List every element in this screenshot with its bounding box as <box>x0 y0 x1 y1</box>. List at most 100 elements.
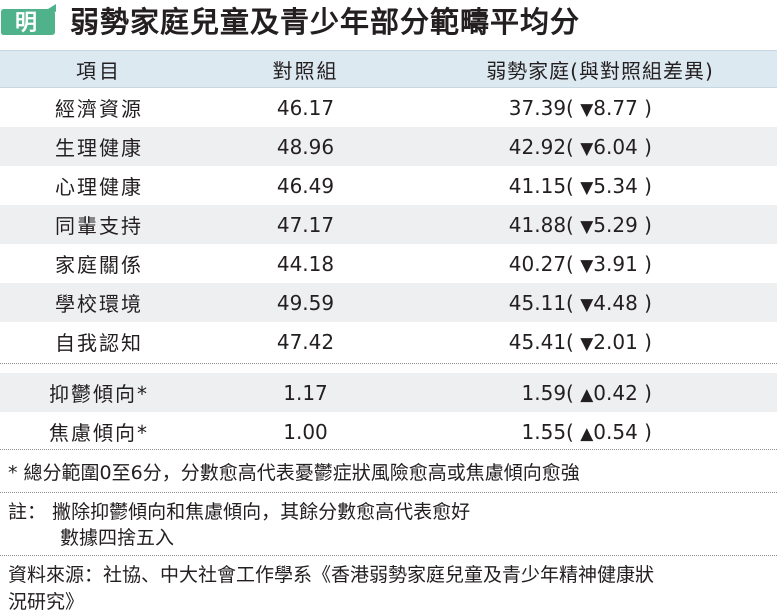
difference-value: 2.01 <box>593 329 638 354</box>
paren-close: ) <box>637 173 652 198</box>
table-divider <box>0 363 777 373</box>
difference-value: 5.29 <box>593 212 638 237</box>
note-block: 註： 撇除抑鬱傾向和焦慮傾向，其餘分數愈高代表愈好 數據四捨五入 <box>0 493 777 555</box>
score-table: 項目 對照組 弱勢家庭(與對照組差異) 經濟資源 46.17 37.39( ▼8.7… <box>0 50 777 451</box>
paren-close: ) <box>637 419 652 444</box>
down-triangle-icon: ▼ <box>580 294 594 315</box>
header: 明 弱勢家庭兒童及青少年部分範疇平均分 <box>0 0 777 48</box>
source-line-2: 況研究》 <box>8 591 85 612</box>
paren-open: ( <box>566 173 581 198</box>
divider <box>0 555 777 556</box>
disadvantaged-cell: 42.92( ▼6.04 ) <box>413 135 777 159</box>
note-line-2: 數據四捨五入 <box>60 527 175 549</box>
disadvantaged-value: 41.88 <box>508 212 567 237</box>
disadvantaged-cell: 45.41( ▼2.01 ) <box>413 330 777 354</box>
paren-close: ) <box>637 95 652 120</box>
difference-value: 4.48 <box>593 290 638 315</box>
paren-open: ( <box>566 329 581 354</box>
control-value: 47.42 <box>276 329 335 354</box>
up-triangle-icon: ▲ <box>580 423 594 444</box>
table-row: 家庭關係 44.18 40.27( ▼3.91 ) <box>0 244 777 283</box>
paren-open: ( <box>566 380 581 405</box>
table-body: 經濟資源 46.17 37.39( ▼8.77 ) 生理健康 48.96 42.92( ▼… <box>0 88 777 361</box>
disadvantaged-cell: 1.59( ▲0.42 ) <box>413 381 777 405</box>
table-row: 抑鬱傾向* 1.17 1.59( ▲0.42 ) <box>0 373 777 412</box>
table-row: 自我認知 47.42 45.41( ▼2.01 ) <box>0 322 777 361</box>
difference-value: 8.77 <box>593 95 638 120</box>
paren-open: ( <box>566 251 581 276</box>
disadvantaged-value: 1.55 <box>521 419 567 444</box>
column-header-item: 項目 <box>76 58 122 83</box>
disadvantaged-cell: 41.88( ▼5.29 ) <box>413 213 777 237</box>
column-header-disadvantaged: 弱勢家庭(與對照組差異) <box>486 58 714 83</box>
difference-value: 0.54 <box>593 419 638 444</box>
item-label: 家庭關係 <box>55 253 143 277</box>
item-label: 同輩支持 <box>55 214 143 238</box>
table-row: 生理健康 48.96 42.92( ▼6.04 ) <box>0 127 777 166</box>
source-block: 資料來源：社協、中大社會工作學系《香港弱勢家庭兒童及青少年精神健康狀 況研究》 <box>0 556 777 612</box>
difference-value: 5.34 <box>593 173 638 198</box>
disadvantaged-value: 45.41 <box>508 329 567 354</box>
divider <box>0 492 777 493</box>
paren-close: ) <box>637 290 652 315</box>
paren-open: ( <box>566 419 581 444</box>
table-row: 焦慮傾向* 1.00 1.55( ▲0.54 ) <box>0 412 777 451</box>
difference-value: 0.42 <box>593 380 638 405</box>
disadvantaged-cell: 1.55( ▲0.54 ) <box>413 420 777 444</box>
disadvantaged-cell: 37.39( ▼8.77 ) <box>413 96 777 120</box>
difference-value: 3.91 <box>593 251 638 276</box>
disadvantaged-cell: 41.15( ▼5.34 ) <box>413 174 777 198</box>
control-value: 1.17 <box>283 380 328 405</box>
svg-text:明: 明 <box>15 10 37 36</box>
page-title: 弱勢家庭兒童及青少年部分範疇平均分 <box>70 5 581 39</box>
paren-open: ( <box>566 134 581 159</box>
down-triangle-icon: ▼ <box>580 177 594 198</box>
item-label: 焦慮傾向* <box>49 421 149 445</box>
table-body-extra: 抑鬱傾向* 1.17 1.59( ▲0.42 ) 焦慮傾向* 1.00 1.55( ▲0.… <box>0 373 777 451</box>
disadvantaged-value: 37.39 <box>508 95 567 120</box>
difference-value: 6.04 <box>593 134 638 159</box>
footnotes: * 總分範圍0至6分，分數愈高代表憂鬱症狀風險愈高或焦慮傾向愈強 註： 撇除抑鬱… <box>0 449 777 612</box>
disadvantaged-value: 40.27 <box>508 251 567 276</box>
paren-open: ( <box>566 212 581 237</box>
down-triangle-icon: ▼ <box>580 255 594 276</box>
table-row: 學校環境 49.59 45.11( ▼4.48 ) <box>0 283 777 322</box>
table-row: 心理健康 46.49 41.15( ▼5.34 ) <box>0 166 777 205</box>
paren-close: ) <box>637 251 652 276</box>
paren-close: ) <box>637 212 652 237</box>
item-label: 經濟資源 <box>55 97 143 121</box>
divider <box>0 449 777 450</box>
control-value: 49.59 <box>276 290 335 315</box>
control-value: 47.17 <box>276 212 335 237</box>
scale-note: * 總分範圍0至6分，分數愈高代表憂鬱症狀風險愈高或焦慮傾向愈強 <box>8 462 580 484</box>
column-header-control: 對照組 <box>272 58 339 83</box>
note-label: 註： <box>8 501 47 523</box>
paren-open: ( <box>566 290 581 315</box>
item-label: 心理健康 <box>55 175 143 199</box>
table-header-row: 項目 對照組 弱勢家庭(與對照組差異) <box>0 50 777 88</box>
disadvantaged-value: 41.15 <box>508 173 567 198</box>
disadvantaged-value: 45.11 <box>508 290 567 315</box>
item-label: 抑鬱傾向* <box>49 382 149 406</box>
control-value: 46.17 <box>276 95 335 120</box>
disadvantaged-cell: 40.27( ▼3.91 ) <box>413 252 777 276</box>
newspaper-logo-icon: 明 <box>1 4 56 36</box>
paren-open: ( <box>566 95 581 120</box>
down-triangle-icon: ▼ <box>580 99 594 120</box>
up-triangle-icon: ▲ <box>580 384 594 405</box>
control-value: 44.18 <box>276 251 335 276</box>
table-row: 經濟資源 46.17 37.39( ▼8.77 ) <box>0 88 777 127</box>
item-label: 自我認知 <box>55 331 143 355</box>
paren-close: ) <box>637 134 652 159</box>
control-value: 1.00 <box>283 419 328 444</box>
down-triangle-icon: ▼ <box>580 216 594 237</box>
table-row: 同輩支持 47.17 41.88( ▼5.29 ) <box>0 205 777 244</box>
control-value: 48.96 <box>276 134 335 159</box>
item-label: 生理健康 <box>55 136 143 160</box>
disadvantaged-value: 42.92 <box>508 134 567 159</box>
item-label: 學校環境 <box>55 292 143 316</box>
paren-close: ) <box>637 329 652 354</box>
down-triangle-icon: ▼ <box>580 333 594 354</box>
disadvantaged-value: 1.59 <box>521 380 567 405</box>
paren-close: ) <box>637 380 652 405</box>
